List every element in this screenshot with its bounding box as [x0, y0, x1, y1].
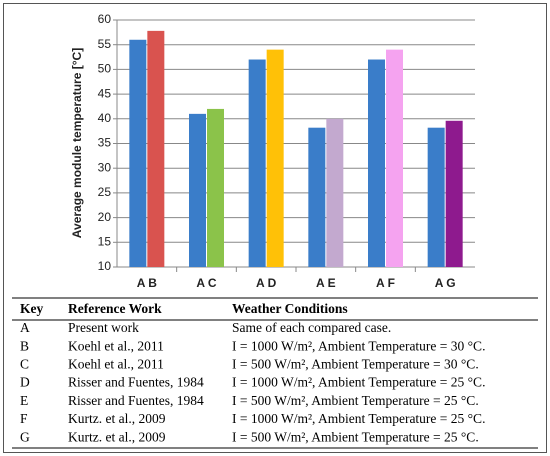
bar [266, 49, 284, 267]
x-tick-label: A F [376, 276, 395, 290]
y-tick-label: 60 [98, 12, 112, 26]
table-cell: I = 500 W/m², Ambient Temperature = 30 °… [232, 356, 479, 371]
x-tick-label: A G [435, 276, 456, 290]
table-cell: E [20, 393, 28, 408]
y-axis-label: Average module temperature [°C] [70, 48, 84, 238]
table-cell: G [20, 429, 30, 444]
bar [147, 30, 165, 268]
table-cell: C [20, 356, 29, 371]
table-cell: F [20, 411, 28, 426]
x-tick-label: A C [196, 276, 217, 290]
bar [386, 49, 403, 267]
bar [368, 59, 385, 267]
table-cell: Koehl et al., 2011 [68, 356, 164, 371]
table-cell: Kurtz. et al., 2009 [68, 429, 166, 444]
bar [445, 120, 463, 267]
bar [308, 127, 326, 267]
y-tick-label: 25 [98, 185, 112, 199]
table-cell: Kurtz. et al., 2009 [68, 411, 166, 426]
table-cell: Same of each compared case. [232, 320, 391, 335]
bar [207, 108, 224, 267]
x-tick-label: A E [316, 276, 336, 290]
table-cell: Present work [68, 320, 139, 335]
bar [326, 118, 344, 267]
table-cell: A [20, 320, 30, 335]
table-header: Weather Conditions [232, 301, 348, 316]
bar [427, 127, 445, 267]
table-header: Reference Work [68, 301, 162, 316]
x-tick-label: A D [256, 276, 277, 290]
y-tick-label: 30 [98, 160, 112, 174]
bar [189, 113, 206, 267]
y-tick-label: 45 [98, 86, 112, 100]
bar [248, 59, 266, 267]
y-tick-label: 55 [98, 37, 112, 51]
y-tick-label: 35 [98, 136, 112, 150]
table-cell: Risser and Fuentes, 1984 [68, 375, 204, 390]
y-tick-label: 50 [98, 62, 112, 76]
table-header: Key [20, 301, 43, 316]
table-cell: I = 500 W/m², Ambient Temperature = 25 °… [232, 429, 479, 444]
table-cell: I = 1000 W/m², Ambient Temperature = 25 … [232, 411, 485, 426]
table-cell: D [20, 375, 30, 390]
y-tick-label: 20 [98, 210, 112, 224]
y-tick-label: 15 [98, 234, 112, 248]
y-tick-label: 40 [98, 111, 112, 125]
table-cell: I = 500 W/m², Ambient Temperature = 25 °… [232, 393, 479, 408]
y-tick-label: 10 [98, 259, 112, 273]
bar [129, 39, 147, 268]
table-cell: Koehl et al., 2011 [68, 338, 164, 353]
table-cell: Risser and Fuentes, 1984 [68, 393, 204, 408]
table-cell: B [20, 338, 29, 353]
table-cell: I = 1000 W/m², Ambient Temperature = 30 … [232, 338, 485, 353]
table-cell: I = 1000 W/m², Ambient Temperature = 25 … [232, 375, 485, 390]
x-tick-label: A B [137, 276, 158, 290]
